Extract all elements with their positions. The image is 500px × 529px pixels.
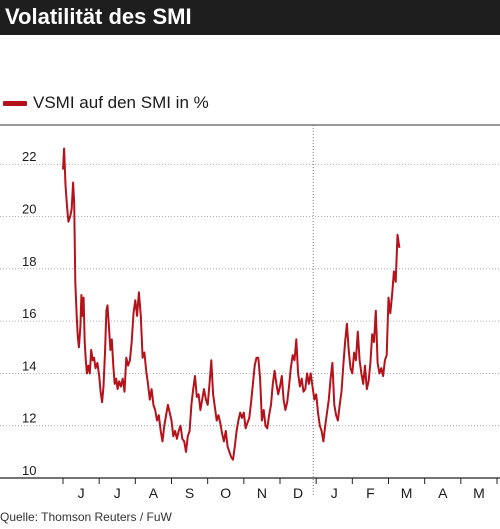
- x-tick-label: J: [114, 485, 121, 501]
- x-tick-label: J: [331, 485, 338, 501]
- x-tick-label: N: [257, 485, 267, 501]
- y-tick-label: 20: [22, 202, 36, 217]
- y-tick-label: 10: [22, 463, 36, 478]
- y-tick-label: 22: [22, 149, 36, 164]
- source-note: Quelle: Thomson Reuters / FuW: [0, 510, 172, 524]
- x-tick-label: M: [473, 485, 485, 501]
- x-tick-label: S: [185, 485, 194, 501]
- series-line: [62, 147, 401, 461]
- x-tick-label: J: [78, 485, 85, 501]
- legend: VSMI auf den SMI in %: [3, 92, 209, 114]
- x-tick-label: D: [293, 485, 303, 501]
- chart-title: Volatilität des SMI: [5, 4, 192, 29]
- y-tick-label: 14: [22, 358, 36, 373]
- x-tick-label: A: [149, 485, 159, 501]
- y-tick-label: 12: [22, 411, 36, 426]
- x-tick-label: M: [401, 485, 413, 501]
- x-tick-label: F: [366, 485, 375, 501]
- title-bar: Volatilität des SMI: [0, 0, 500, 35]
- y-tick-label: 18: [22, 254, 36, 269]
- legend-label: VSMI auf den SMI in %: [33, 93, 209, 112]
- legend-swatch: [3, 100, 27, 106]
- x-tick-label: A: [438, 485, 448, 501]
- x-tick-label: O: [220, 485, 231, 501]
- y-tick-label: 16: [22, 306, 36, 321]
